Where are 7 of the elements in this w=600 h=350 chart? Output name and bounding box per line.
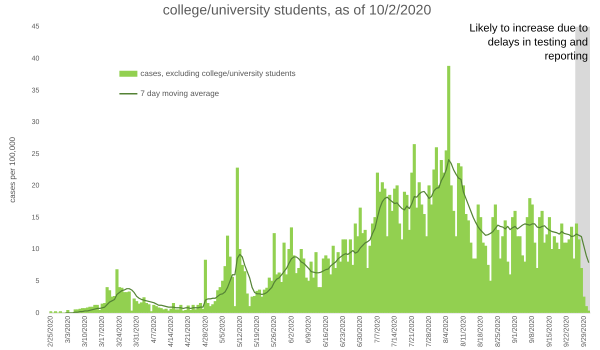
bar [447, 66, 450, 313]
chart-title: college/university students, as of 10/2/2020 [162, 1, 432, 18]
legend-label: cases, excluding college/university students [140, 69, 296, 78]
band-label: Likely to increase due to delays in testing and reporting [469, 22, 588, 62]
legend-label: 7 day moving average [140, 89, 220, 98]
y-axis-title: cases per 100,000 [8, 136, 18, 203]
bar [504, 220, 507, 313]
